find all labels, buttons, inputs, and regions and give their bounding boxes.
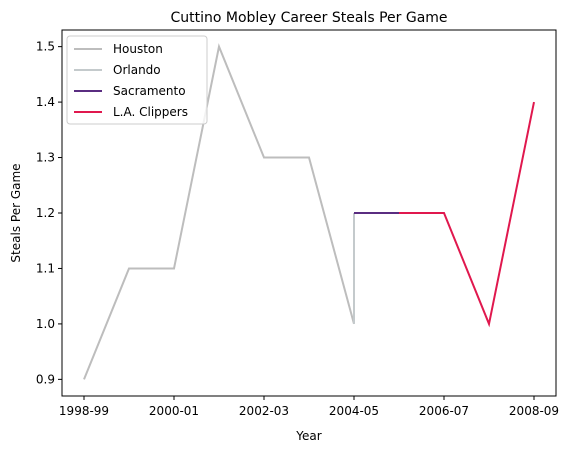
y-tick-label: 1.0 xyxy=(36,317,55,331)
x-tick-label: 2006-07 xyxy=(419,404,469,418)
legend-entry: Orlando xyxy=(113,63,161,77)
y-tick-label: 1.2 xyxy=(36,206,55,220)
y-axis-label: Steals Per Game xyxy=(9,163,23,262)
legend-entry: L.A. Clippers xyxy=(113,105,188,119)
x-tick-label: 2000-01 xyxy=(149,404,199,418)
legend: Houston Orlando Sacramento L.A. Clippers xyxy=(66,35,208,125)
series-layer xyxy=(83,43,535,380)
y-tick-label: 1.5 xyxy=(36,40,55,54)
series-line-l-a-clippers xyxy=(399,101,535,328)
legend-box xyxy=(66,35,208,125)
x-tick-label: 2004-05 xyxy=(329,404,379,418)
x-axis-label: Year xyxy=(295,429,321,443)
series-line-houston xyxy=(83,43,355,380)
y-tick-label: 1.1 xyxy=(36,261,55,275)
y-tick-label: 1.4 xyxy=(36,95,55,109)
y-axis: 0.9 1.0 1.1 1.2 1.3 1.4 1.5 xyxy=(36,40,62,386)
x-tick-label: 2008-09 xyxy=(509,404,559,418)
chart-title: Cuttino Mobley Career Steals Per Game xyxy=(170,10,447,26)
legend-entry: Houston xyxy=(113,42,163,56)
x-tick-label: 2002-03 xyxy=(239,404,289,418)
y-tick-label: 1.3 xyxy=(36,151,55,165)
legend-entry: Sacramento xyxy=(113,84,186,98)
x-tick-label: 1998-99 xyxy=(59,404,109,418)
y-tick-label: 0.9 xyxy=(36,372,55,386)
x-axis: 1998-99 2000-01 2002-03 2004-05 2006-07 2008-… xyxy=(59,396,559,418)
